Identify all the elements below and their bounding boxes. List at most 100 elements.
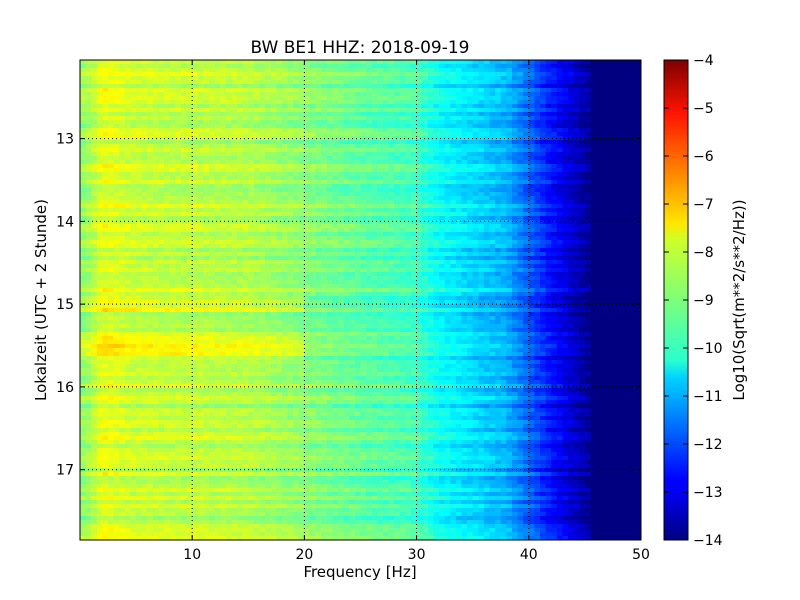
heatmap-cell <box>343 100 350 105</box>
heatmap-cell <box>500 192 507 197</box>
heatmap-cell <box>321 180 328 185</box>
heatmap-cell <box>192 192 199 197</box>
heatmap-cell <box>472 108 479 113</box>
heatmap-cell <box>276 104 283 109</box>
heatmap-cell <box>298 104 305 109</box>
heatmap-cell <box>433 160 440 165</box>
heatmap-cell <box>579 156 586 161</box>
heatmap-cell <box>304 152 311 157</box>
heatmap-cell <box>281 248 289 253</box>
heatmap-cell <box>158 104 165 109</box>
heatmap-cell <box>607 68 614 73</box>
heatmap-cell <box>629 112 636 117</box>
heatmap-cell <box>169 168 176 173</box>
heatmap-cell <box>399 248 406 253</box>
heatmap-cell <box>158 180 165 185</box>
heatmap-cell <box>287 112 294 117</box>
heatmap-cell <box>511 132 519 137</box>
heatmap-cell <box>141 140 148 145</box>
heatmap-cell <box>422 60 429 65</box>
heatmap-cell <box>209 100 216 105</box>
heatmap-cell <box>416 64 423 69</box>
heatmap-cell <box>439 208 446 213</box>
heatmap-cell <box>478 184 485 189</box>
heatmap-cell <box>371 152 378 157</box>
heatmap-cell <box>601 108 608 113</box>
heatmap-cell <box>293 208 300 213</box>
heatmap-cell <box>612 68 620 73</box>
heatmap-cell <box>270 220 277 225</box>
heatmap-cell <box>225 212 233 217</box>
heatmap-cell <box>388 228 395 233</box>
heatmap-cell <box>343 156 350 161</box>
heatmap-cell <box>360 196 367 201</box>
heatmap-cell <box>517 144 524 149</box>
heatmap-cell <box>96 176 104 181</box>
heatmap-cell <box>164 236 171 241</box>
heatmap-cell <box>528 204 536 209</box>
heatmap-cell <box>119 208 126 213</box>
heatmap-cell <box>596 148 603 153</box>
heatmap-cell <box>534 80 541 85</box>
heatmap-cell <box>590 232 597 237</box>
heatmap-cell <box>321 124 328 129</box>
heatmap-cell <box>433 148 440 153</box>
heatmap-cell <box>130 72 137 77</box>
heatmap-cell <box>382 64 390 69</box>
heatmap-cell <box>433 156 440 161</box>
heatmap-cell <box>270 108 277 113</box>
heatmap-cell <box>124 216 132 221</box>
heatmap-cell <box>377 112 384 117</box>
heatmap-cell <box>511 92 519 97</box>
heatmap-cell <box>108 220 115 225</box>
heatmap-cell <box>410 256 418 261</box>
heatmap-cell <box>472 112 479 117</box>
heatmap-cell <box>461 80 468 85</box>
heatmap-cell <box>483 208 491 213</box>
heatmap-cell <box>444 120 451 125</box>
heatmap-cell <box>394 212 401 217</box>
heatmap-cell <box>427 64 435 69</box>
heatmap-cell <box>506 80 513 85</box>
heatmap-cell <box>568 152 575 157</box>
heatmap-cell <box>534 164 541 169</box>
heatmap-cell <box>281 156 289 161</box>
heatmap-cell <box>293 104 300 109</box>
heatmap-cell <box>310 156 317 161</box>
heatmap-cell <box>450 208 457 213</box>
heatmap-cell <box>506 60 513 65</box>
heatmap-cell <box>601 196 608 201</box>
heatmap-cell <box>343 204 350 209</box>
heatmap-cell <box>80 108 87 113</box>
heatmap-cell <box>209 168 216 173</box>
heatmap-cell <box>523 212 530 217</box>
heatmap-cell <box>287 232 294 237</box>
heatmap-cell <box>511 220 519 225</box>
heatmap-cell <box>590 152 597 157</box>
heatmap-cell <box>534 92 541 97</box>
heatmap-cell <box>405 100 412 105</box>
heatmap-cell <box>164 104 171 109</box>
heatmap-cell <box>141 252 148 257</box>
heatmap-cell <box>158 92 165 97</box>
heatmap-cell <box>349 124 356 129</box>
heatmap-cell <box>270 216 277 221</box>
heatmap-cell <box>455 220 463 225</box>
heatmap-cell <box>259 140 266 145</box>
heatmap-cell <box>175 172 182 177</box>
heatmap-cell <box>108 76 115 81</box>
heatmap-cell <box>80 228 87 233</box>
heatmap-cell <box>528 176 536 181</box>
heatmap-cell <box>579 232 586 237</box>
heatmap-cell <box>461 188 468 193</box>
heatmap-cell <box>377 84 384 89</box>
heatmap-cell <box>427 84 435 89</box>
heatmap-cell <box>203 184 210 189</box>
heatmap-cell <box>467 132 474 137</box>
heatmap-cell <box>461 200 468 205</box>
heatmap-cell <box>573 236 580 241</box>
heatmap-cell <box>354 148 362 153</box>
heatmap-cell <box>534 160 541 165</box>
heatmap-cell <box>287 224 294 229</box>
heatmap-cell <box>141 216 148 221</box>
